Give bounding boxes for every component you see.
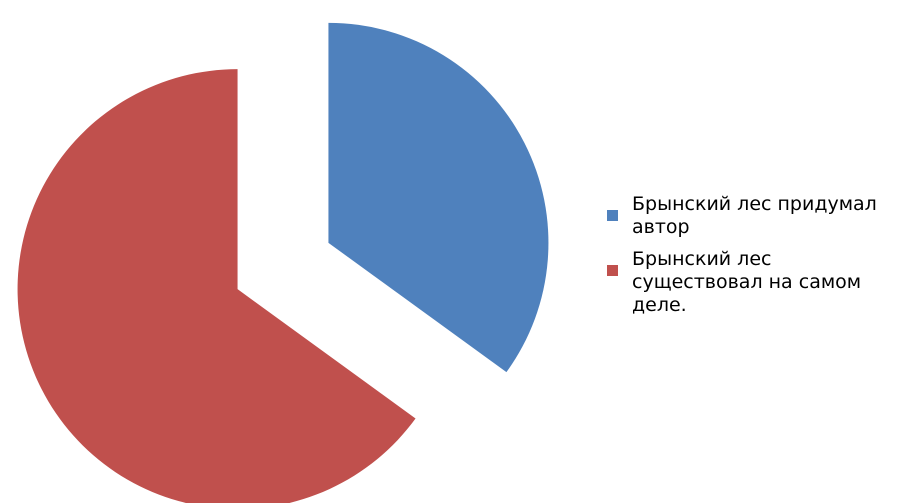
legend-swatch-author bbox=[607, 210, 618, 221]
legend-item-real: Брынский лес существовал на самом деле. bbox=[607, 248, 897, 317]
pie-slice-real bbox=[17, 69, 416, 503]
pie-slice-author bbox=[328, 22, 549, 373]
chart-legend: Брынский лес придумал автор Брынский лес… bbox=[607, 193, 897, 326]
legend-swatch-real bbox=[607, 265, 618, 276]
legend-label-real: Брынский лес существовал на самом деле. bbox=[632, 248, 862, 316]
legend-item-author: Брынский лес придумал автор bbox=[607, 193, 897, 239]
legend-label-author: Брынский лес придумал автор bbox=[632, 193, 877, 238]
